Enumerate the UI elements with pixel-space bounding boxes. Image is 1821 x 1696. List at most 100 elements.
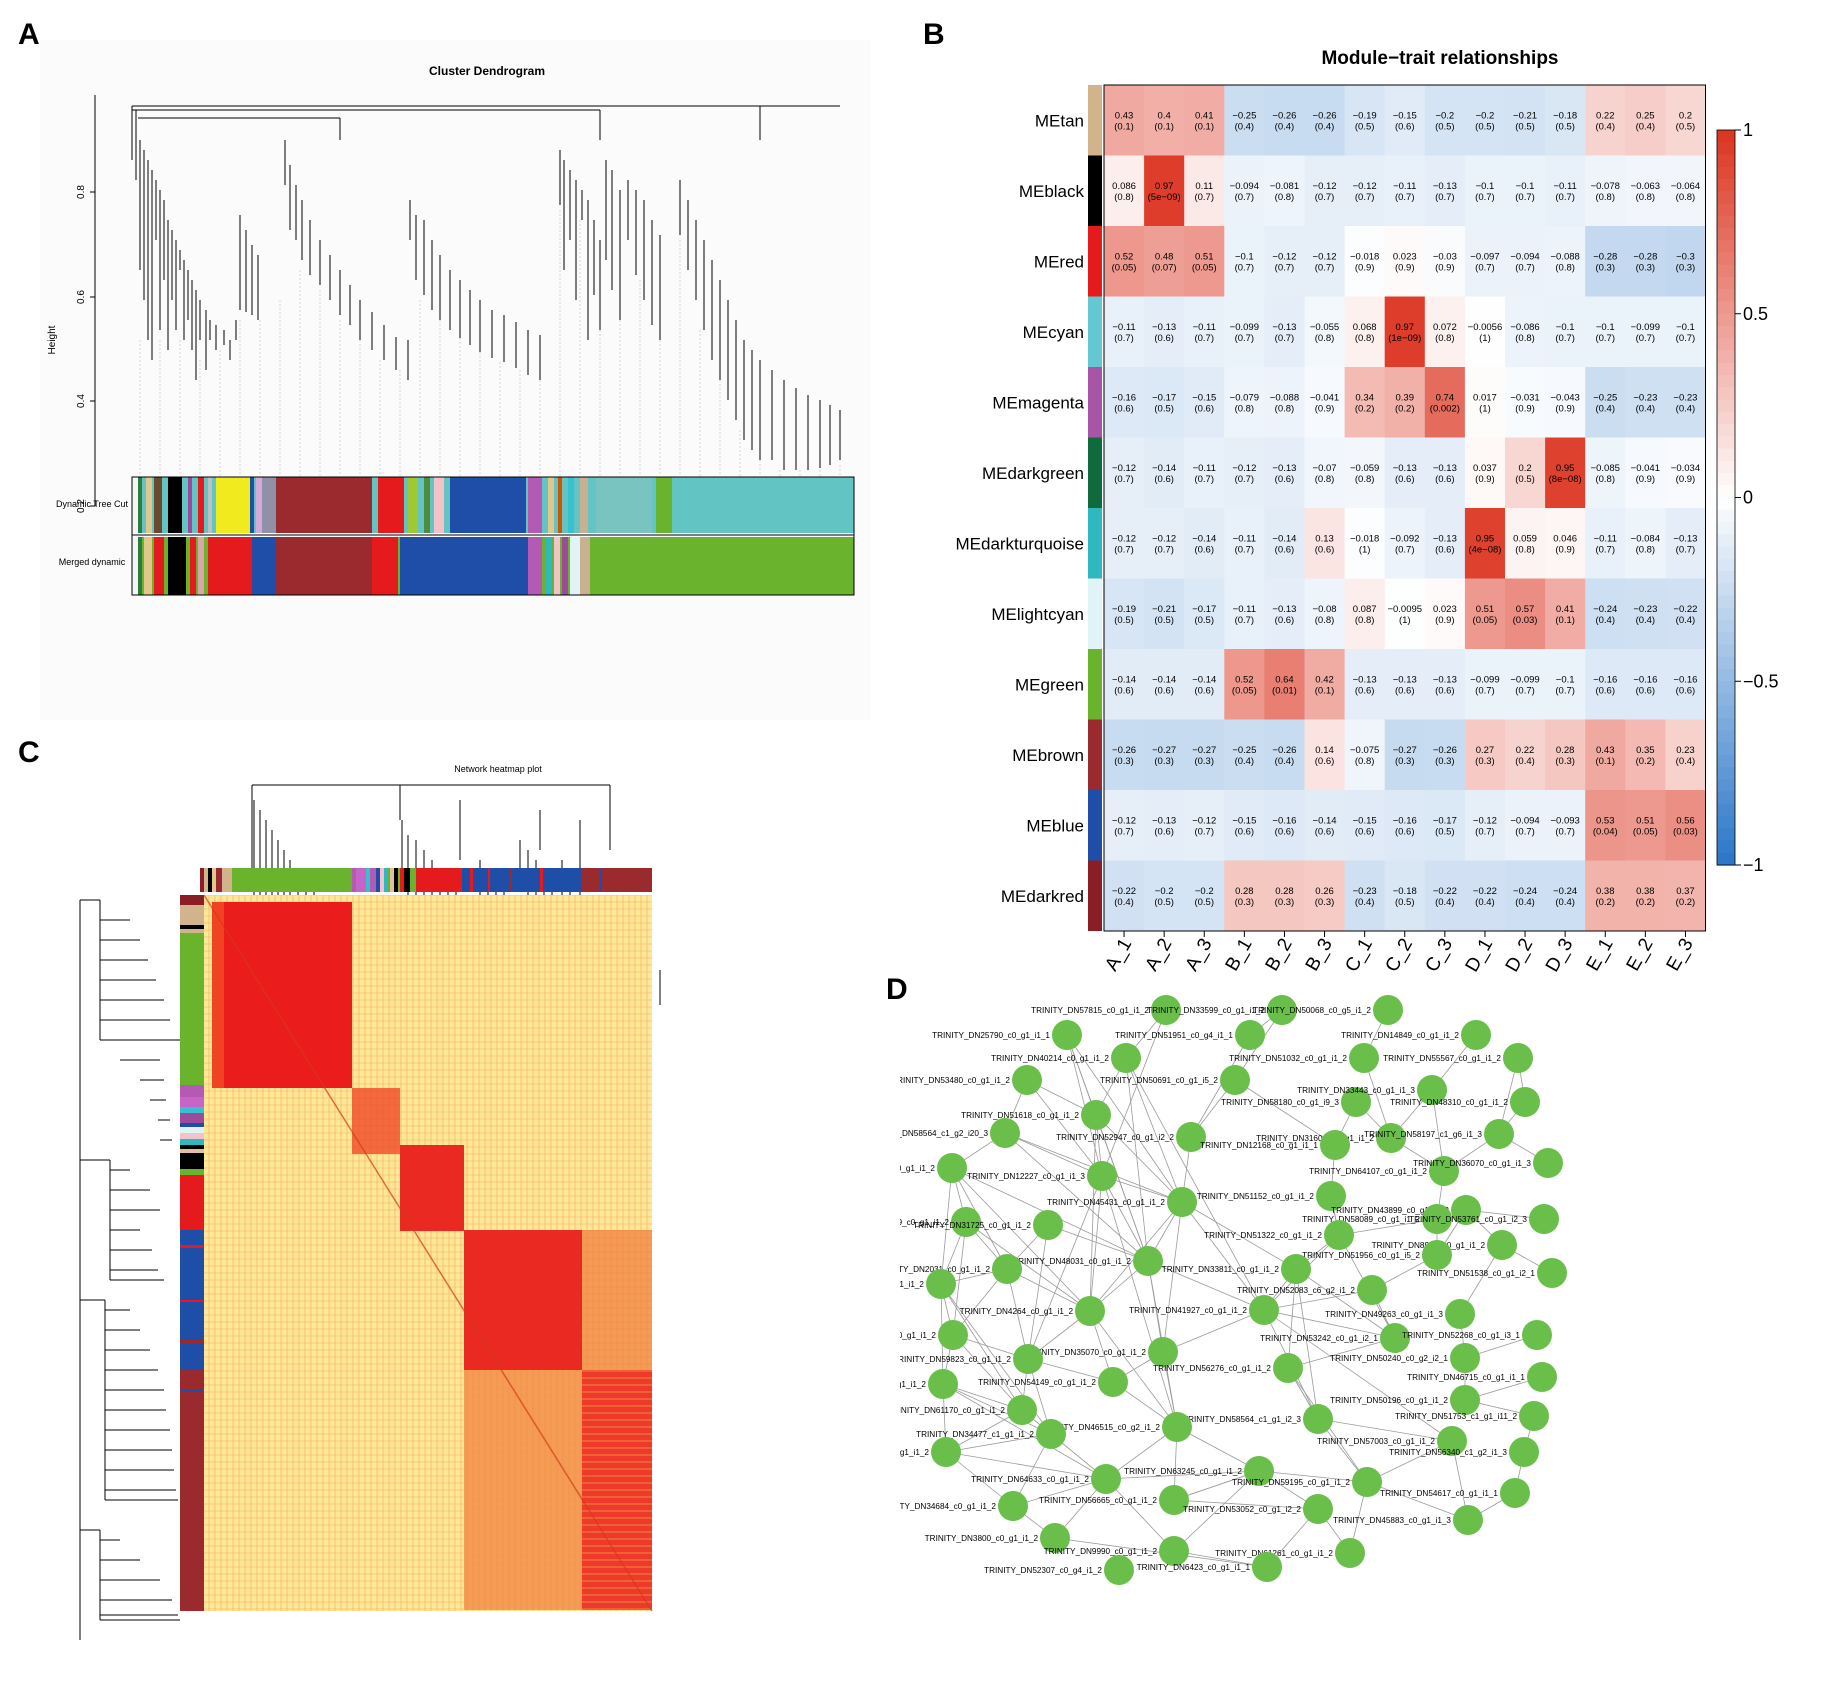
network-node: [926, 1269, 956, 1299]
heatmap-cell: [1424, 649, 1466, 720]
colorbar-segment: [1717, 791, 1735, 805]
cell-label: −0.13 (0.6): [1353, 674, 1377, 696]
colorbar-segment: [1717, 607, 1735, 621]
cell-label: −0.13 (0.7): [1433, 181, 1457, 203]
network-node: [1040, 1523, 1070, 1553]
network-edge: [1027, 1175, 1103, 1360]
heatmap-cell: [1264, 155, 1305, 227]
heatmap-cell: [1625, 790, 1666, 861]
network-edge: [1263, 1309, 1453, 1442]
cell-label: 0.26 (0.3): [1315, 886, 1335, 908]
network-node: [928, 1369, 958, 1399]
cell-label: −0.093 (0.7): [1550, 815, 1579, 837]
cell-label: 0.74 (0.002): [1430, 392, 1460, 414]
node-label: TRINITY_DN51322_c0_g1_i1_2: [1204, 1231, 1322, 1240]
node-label: TRINITY_DN57815_c0_g1_i1_2: [1031, 1006, 1149, 1015]
network-edge: [1162, 1309, 1265, 1353]
heatmap-cell: [1625, 226, 1666, 297]
heatmap-cell: [1585, 296, 1626, 368]
network-edge: [942, 1383, 1052, 1435]
heatmap-cell: [1585, 649, 1626, 720]
cell-label: −0.1 (0.7): [1235, 251, 1255, 273]
network-edge: [952, 1334, 1023, 1411]
heatmap-cell: [1424, 860, 1466, 932]
network-node: [998, 1491, 1028, 1521]
network-edge: [1173, 1470, 1260, 1552]
row-label: MEdarkred: [1001, 887, 1084, 906]
heatmap-cell: [1585, 155, 1626, 227]
node-label: TRINITY_DN64633_c0_g1_i1_2: [971, 1475, 1089, 1484]
cell-label: −0.12 (0.7): [1152, 533, 1176, 555]
heatmap-cell: [1264, 508, 1305, 579]
cell-label: −0.12 (0.7): [1272, 251, 1296, 273]
heatmap-cell: [1625, 508, 1666, 579]
cell-label: −0.13 (0.6): [1433, 463, 1457, 485]
heatmap-cell: [1464, 296, 1506, 368]
colorbar-segment: [1717, 350, 1735, 364]
heatmap-cell: [1665, 649, 1706, 720]
heatmap-cell: [1505, 578, 1546, 650]
cell-label: −0.17 (0.5): [1433, 815, 1457, 837]
dynamic-tree-cut-bar: [132, 477, 854, 533]
node-label: TRINITY_DN9990_c0_g1_i1_2: [1044, 1547, 1158, 1556]
cell-label: −0.18 (0.5): [1553, 110, 1577, 132]
node-label: TRINITY_DN52947_c0_g1_i2_2: [1056, 1133, 1174, 1142]
network-node: [1522, 1320, 1552, 1350]
network-node: [1422, 1240, 1452, 1270]
cell-label: −0.092 (0.7): [1390, 533, 1419, 555]
cell-label: −0.13 (0.6): [1433, 533, 1457, 555]
network-node: [1335, 1538, 1365, 1568]
heatmap-cell: [1505, 649, 1546, 720]
cell-label: 0.046 (0.9): [1553, 533, 1577, 555]
colorbar-tick-label: 0.5: [1743, 304, 1768, 324]
colorbar-segment: [1717, 632, 1735, 646]
heatmap-cell: [1545, 790, 1586, 861]
heatmap-cell: [1144, 578, 1185, 650]
node-label: TRINITY_DN58564_c1_g1_i2_3: [1183, 1415, 1301, 1424]
node-label: TRINITY_DN33443_c0_g1_i1_3: [1297, 1086, 1415, 1095]
heatmap-cell: [1304, 860, 1346, 932]
heatmap-cell: [1184, 719, 1225, 791]
cell-label: −0.13 (0.7): [1673, 533, 1697, 555]
network-node: [1533, 1148, 1563, 1178]
cell-label: −0.14 (0.6): [1192, 533, 1216, 555]
network-node: [1133, 1246, 1163, 1276]
network-edge: [1173, 1550, 1268, 1568]
cell-label: −0.2 (0.5): [1154, 886, 1174, 908]
cell-label: −0.094 (0.7): [1510, 251, 1539, 273]
network-node: [1098, 1367, 1128, 1397]
colorbar-segment: [1717, 215, 1735, 229]
heatmap-cell: [1184, 155, 1225, 227]
network-node: [1303, 1494, 1333, 1524]
node-label: TRINITY_DN61170_c0_g1_i1_2: [900, 1406, 1005, 1415]
heatmap-cell: [1104, 155, 1145, 227]
network-node: [1519, 1401, 1549, 1431]
heatmap-cell: [1104, 85, 1145, 156]
heatmap-cell: [1144, 508, 1185, 579]
cell-label: 0.52 (0.05): [1232, 674, 1257, 696]
network-node: [1151, 995, 1181, 1025]
colorbar-segment: [1717, 166, 1735, 180]
heatmap-cell: [1104, 367, 1145, 438]
node-label: TRINITY_DN59823_c0_g1_i1_2: [900, 1355, 1011, 1364]
heatmap-cell: [1104, 296, 1145, 368]
heatmap-cell: [1505, 155, 1546, 227]
network-node: [1429, 1156, 1459, 1186]
cell-label: −0.19 (0.5): [1112, 604, 1136, 626]
heatmap-cell: [1464, 367, 1506, 438]
colorbar-tick-label: 0: [1743, 488, 1753, 508]
heatmap-title: Module−trait relationships: [1321, 48, 1558, 69]
node-label: TRINITY_DN58911_c0_g1_i1_2: [900, 1448, 929, 1457]
colorbar-segment: [1717, 179, 1735, 192]
node-label: TRINITY_DN52268_c0_g1_i3_1: [1402, 1331, 1520, 1340]
cell-label: −0.27 (0.3): [1192, 745, 1216, 767]
colorbar-segment: [1717, 497, 1735, 511]
node-label: TRINITY_DN51032_c0_g1_i1_2: [1229, 1054, 1347, 1063]
column-label: B_1: [1222, 935, 1257, 975]
module-color-swatch: [1088, 367, 1102, 438]
cell-label: −0.064 (0.8): [1671, 181, 1700, 203]
heatmap-cell: [1384, 85, 1426, 156]
network-edge: [1026, 1079, 1103, 1177]
heatmap-cell: [1304, 296, 1346, 368]
cell-label: 0.086 (0.8): [1112, 181, 1136, 203]
